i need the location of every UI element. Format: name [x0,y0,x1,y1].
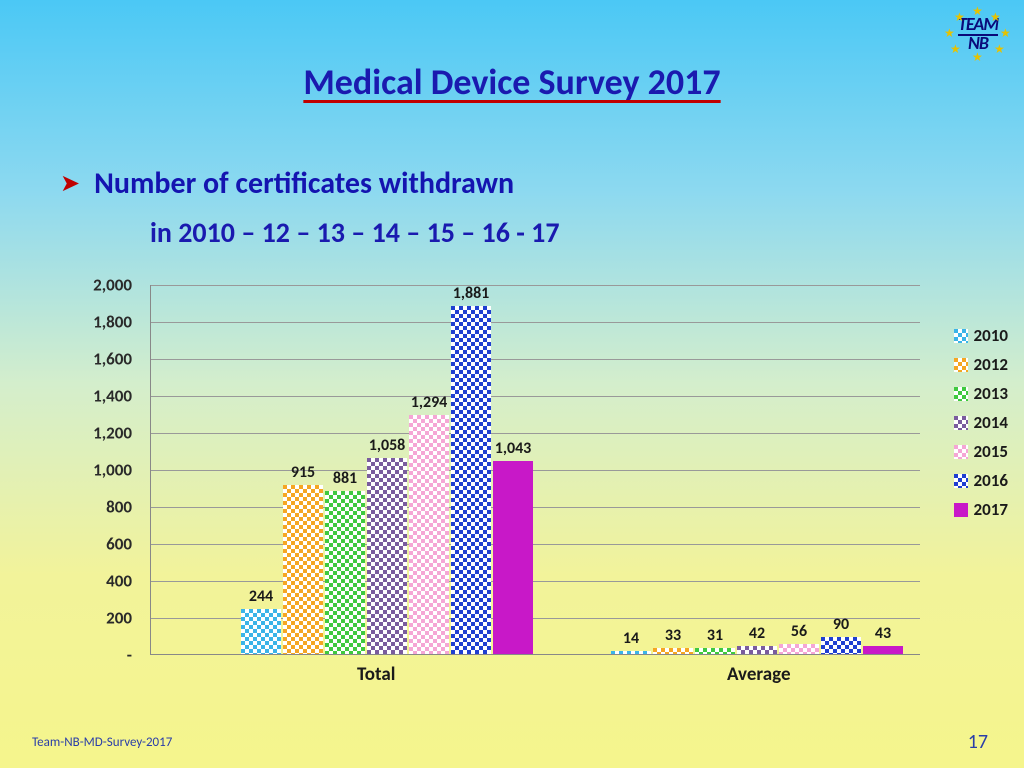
bar-group: 2449158811,0581,2941,8811,043 [241,306,533,654]
bar-2013: 31 [695,648,735,654]
legend-label: 2014 [974,412,1008,433]
bar-label: 881 [333,469,357,488]
bar-label: 1,058 [369,436,406,455]
legend-swatch-icon [954,474,968,488]
y-tick: 1,400 [93,386,132,407]
y-tick: 400 [106,571,132,592]
legend-item: 2012 [954,354,1008,375]
legend-label: 2016 [974,470,1008,491]
x-category: Total [357,663,395,686]
slide: ★ ★ ★ ★ ★ ★ ★ ★ TEAM NB Medical Device S… [0,0,1024,768]
bar-2013: 881 [325,491,365,654]
bar-label: 14 [623,629,639,648]
bar-2016: 90 [821,637,861,654]
y-tick: 800 [106,497,132,518]
bar-label: 1,043 [495,439,532,458]
legend: 2010 2012 2013 2014 2015 2016 2017 [954,325,1008,528]
bullet-text: Number of certificates withdrawn [94,165,514,202]
bar-label: 244 [249,587,273,606]
bar-2010: 14 [611,651,651,654]
y-tick: 1,800 [93,312,132,333]
legend-item: 2015 [954,441,1008,462]
legend-item: 2014 [954,412,1008,433]
legend-item: 2017 [954,499,1008,520]
y-tick: 1,600 [93,349,132,370]
gridline [151,285,920,286]
bar-group: 14333142569043 [611,637,903,654]
bar-2012: 33 [653,648,693,654]
legend-label: 2017 [974,499,1008,520]
bullet-arrow-icon: ➤ [60,169,80,198]
page-title: Medical Device Survey 2017 [0,60,1024,104]
bar-label: 1,881 [453,284,490,303]
legend-item: 2010 [954,325,1008,346]
y-tick: 600 [106,534,132,555]
legend-label: 2012 [974,354,1008,375]
legend-label: 2013 [974,383,1008,404]
legend-swatch-icon [954,503,968,517]
bar-2010: 244 [241,609,281,654]
legend-swatch-icon [954,387,968,401]
bar-2016: 1,881 [451,306,491,654]
y-tick: 1,000 [93,460,132,481]
legend-label: 2010 [974,325,1008,346]
legend-swatch-icon [954,358,968,372]
bar-2014: 1,058 [367,458,407,654]
bar-2012: 915 [283,485,323,654]
team-nb-logo: ★ ★ ★ ★ ★ ★ ★ ★ TEAM NB [942,6,1014,62]
page-number: 17 [968,730,988,754]
plot-area: 2449158811,0581,2941,8811,04314333142569… [150,285,920,655]
bullet-row: ➤ Number of certificates withdrawn [60,165,514,202]
legend-swatch-icon [954,445,968,459]
bar-2017: 43 [863,646,903,654]
bar-2014: 42 [737,646,777,654]
bar-label: 31 [707,626,723,645]
y-tick: 200 [106,608,132,629]
bar-label: 56 [791,622,807,641]
legend-item: 2016 [954,470,1008,491]
bar-label: 43 [875,624,891,643]
bar-2015: 1,294 [409,415,449,654]
star-ring-icon: ★ ★ ★ ★ ★ ★ ★ ★ [942,6,1014,62]
bar-label: 1,294 [411,393,448,412]
legend-swatch-icon [954,416,968,430]
bar-label: 42 [749,624,765,643]
y-tick: - [127,645,132,666]
bar-2015: 56 [779,644,819,654]
bar-label: 33 [665,626,681,645]
y-axis: -2004006008001,0001,2001,4001,6001,8002,… [70,275,140,655]
legend-item: 2013 [954,383,1008,404]
bullet-subline: in 2010 – 12 – 13 – 14 – 15 – 16 - 17 [150,215,560,250]
certificates-chart: - 200 400 600 800 1,000 1,200 1,400 1,600 1,800 2,… [70,275,940,715]
y-tick: 2,000 [93,275,132,296]
bar-label: 915 [291,463,315,482]
bar-2017: 1,043 [493,461,533,654]
y-tick: 1,200 [93,423,132,444]
footer-left: Team-NB-MD-Survey-2017 [32,735,172,750]
legend-label: 2015 [974,441,1008,462]
x-category: Average [727,663,791,686]
bar-label: 90 [833,615,849,634]
legend-swatch-icon [954,329,968,343]
